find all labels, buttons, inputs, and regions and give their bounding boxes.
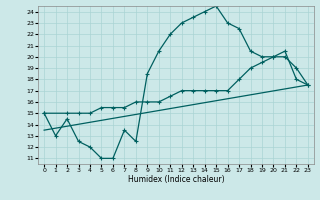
X-axis label: Humidex (Indice chaleur): Humidex (Indice chaleur) — [128, 175, 224, 184]
